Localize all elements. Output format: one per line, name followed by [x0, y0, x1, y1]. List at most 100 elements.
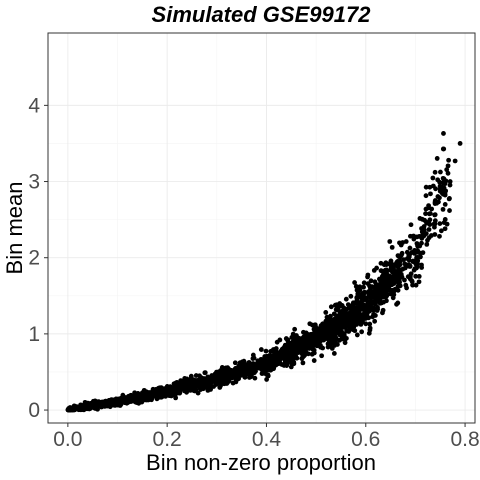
- scatter-point: [452, 158, 458, 164]
- scatter-point: [271, 366, 276, 372]
- scatter-point: [352, 306, 358, 312]
- scatter-point: [173, 395, 179, 401]
- scatter-point: [441, 131, 446, 136]
- scatter-point: [285, 340, 291, 346]
- scatter-point: [205, 387, 211, 393]
- scatter-point: [441, 146, 447, 152]
- scatter-point: [221, 372, 227, 377]
- scatter-point: [283, 336, 289, 341]
- scatter-point: [404, 249, 410, 255]
- scatter-point: [301, 342, 307, 348]
- scatter-point: [224, 381, 230, 386]
- scatter-point: [280, 351, 286, 357]
- chart-title: Simulated GSE99172: [152, 2, 372, 27]
- scatter-point: [375, 306, 381, 312]
- scatter-point: [407, 274, 413, 280]
- scatter-point: [326, 315, 332, 321]
- scatter-point: [331, 351, 337, 356]
- scatter-point: [342, 340, 348, 346]
- scatter-point: [180, 383, 186, 388]
- scatter-point: [292, 326, 298, 332]
- scatter-point: [341, 305, 347, 311]
- scatter-point: [313, 335, 319, 341]
- scatter-point: [338, 321, 344, 327]
- scatter-point: [299, 356, 305, 361]
- scatter-point: [442, 201, 448, 207]
- scatter-point: [367, 291, 372, 296]
- scatter-point: [437, 233, 442, 239]
- scatter-point: [261, 369, 267, 375]
- scatter-point: [250, 361, 256, 366]
- scatter-point: [387, 239, 393, 244]
- scatter-point: [444, 167, 450, 173]
- scatter-point: [331, 311, 337, 317]
- y-axis-title: Bin mean: [2, 182, 27, 275]
- scatter-point: [442, 189, 448, 194]
- x-axis-title: Bin non-zero proportion: [146, 450, 376, 475]
- scatter-point: [128, 393, 134, 398]
- scatter-point: [279, 362, 285, 367]
- scatter-point: [427, 217, 433, 223]
- scatter-point: [371, 311, 377, 317]
- scatter-point: [388, 267, 393, 273]
- scatter-point: [408, 222, 414, 228]
- scatter-point: [252, 375, 258, 381]
- scatter-point: [320, 325, 325, 330]
- scatter-point: [344, 335, 349, 341]
- scatter-point: [423, 211, 428, 217]
- scatter-point: [358, 305, 363, 310]
- y-tick-label: 4: [28, 94, 40, 117]
- scatter-point: [445, 170, 451, 176]
- scatter-point: [96, 402, 102, 408]
- scatter-point: [363, 321, 369, 327]
- scatter-point: [424, 241, 430, 247]
- scatter-point: [437, 221, 443, 226]
- scatter-point: [184, 384, 190, 390]
- scatter-point: [433, 186, 438, 192]
- plot-panel-border: [47, 32, 476, 424]
- scatter-point: [209, 373, 215, 379]
- scatter-point: [174, 379, 180, 385]
- scatter-point: [428, 233, 434, 238]
- scatter-point: [245, 361, 251, 367]
- scatter-point: [438, 169, 443, 175]
- scatter-point: [300, 360, 306, 366]
- scatter-point: [357, 284, 363, 290]
- scatter-point: [267, 367, 272, 373]
- scatter-point: [160, 390, 166, 396]
- scatter-point: [236, 363, 242, 369]
- scatter-point: [251, 355, 257, 361]
- scatter-point: [399, 252, 404, 258]
- scatter-point: [343, 296, 349, 302]
- scatter-point: [228, 375, 233, 381]
- scatter-point: [344, 313, 350, 319]
- scatter-point: [215, 371, 221, 377]
- scatter-point: [410, 282, 415, 288]
- scatter-point: [337, 309, 343, 315]
- scatter-point: [200, 378, 206, 384]
- scatter-point: [384, 270, 389, 276]
- scatter-point: [416, 279, 422, 285]
- scatter-point: [361, 284, 366, 290]
- scatter-point: [290, 339, 296, 345]
- scatter-point: [382, 277, 387, 282]
- scatter-point: [71, 403, 77, 409]
- scatter-point: [252, 370, 257, 376]
- scatter-point: [430, 175, 436, 181]
- scatter-point: [359, 317, 365, 323]
- scatter-point: [223, 365, 229, 371]
- scatter-point: [359, 329, 365, 335]
- scatter-point: [324, 321, 330, 327]
- scatter-point: [202, 384, 208, 390]
- scatter-point: [396, 269, 402, 274]
- scatter-point: [325, 344, 331, 350]
- scatter-point: [348, 319, 354, 325]
- scatter-point: [328, 304, 334, 310]
- scatter-point: [299, 338, 304, 344]
- scatter-point: [319, 335, 325, 341]
- scatter-point: [264, 353, 270, 359]
- scatter-point: [226, 371, 232, 377]
- scatter-point: [189, 381, 195, 387]
- x-tick-label: 0.6: [351, 428, 380, 451]
